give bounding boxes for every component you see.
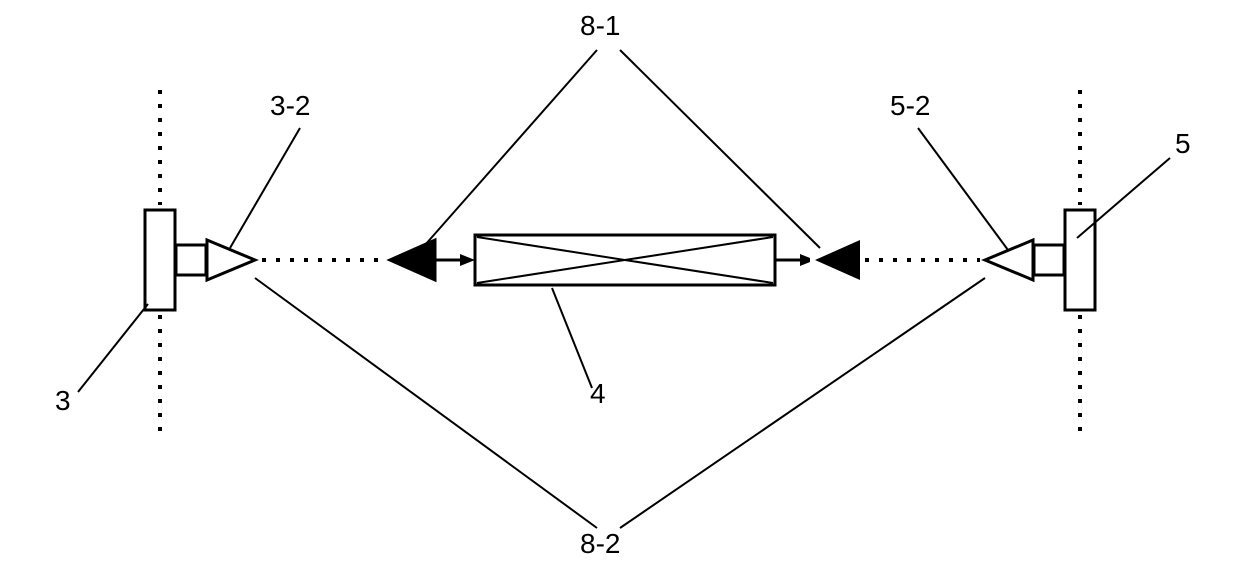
- label-5: 5: [1175, 128, 1191, 160]
- leader-8-1-right: [620, 50, 820, 248]
- leader-3: [78, 304, 148, 392]
- diagram-svg-overlay: [0, 0, 1239, 584]
- label-5-2: 5-2: [890, 90, 930, 122]
- leader-8-2-right: [620, 278, 985, 528]
- label-8-1: 8-1: [580, 10, 620, 42]
- label-3: 3: [55, 385, 71, 417]
- leader-5-2: [918, 128, 1008, 250]
- triangle-right-hollow: [985, 240, 1033, 280]
- leader-5: [1077, 158, 1170, 238]
- label-3-2: 3-2: [270, 90, 310, 122]
- leader-8-1-left: [425, 50, 597, 245]
- label-4: 4: [590, 378, 606, 410]
- leader-3-2: [230, 128, 300, 248]
- label-8-2: 8-2: [580, 528, 620, 560]
- leader-8-2-left: [255, 278, 597, 528]
- leader-4: [552, 288, 592, 388]
